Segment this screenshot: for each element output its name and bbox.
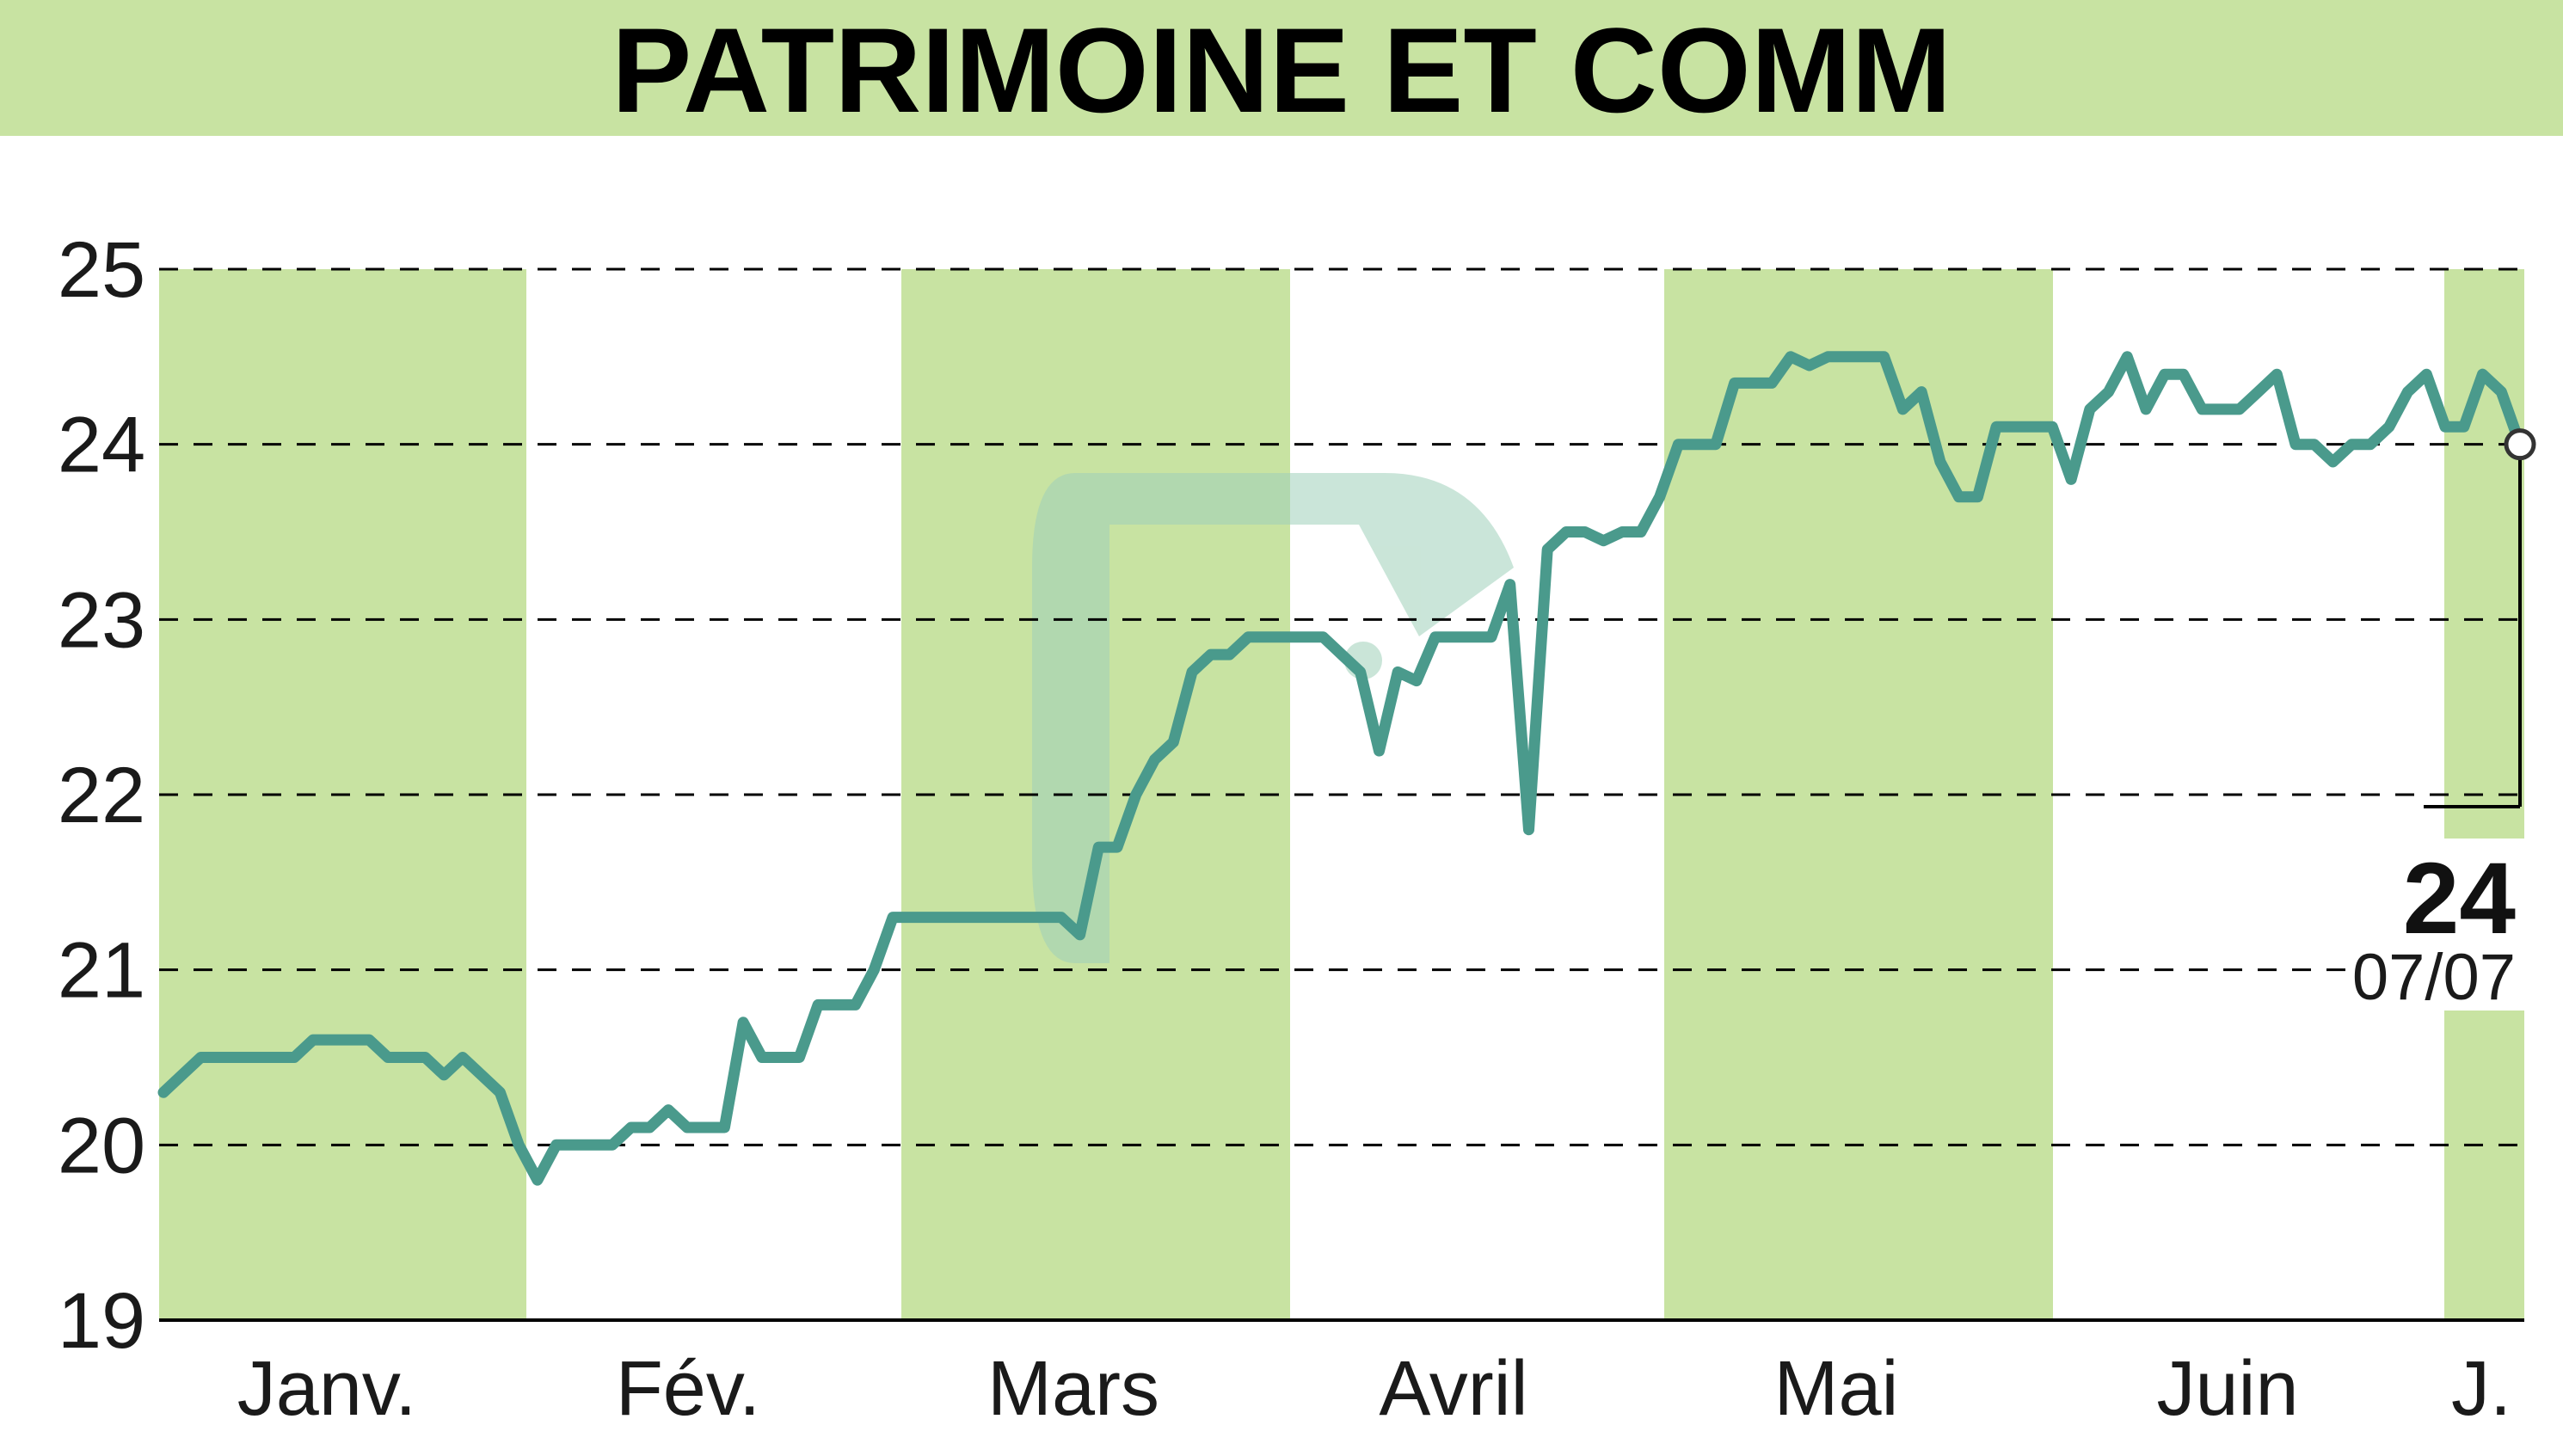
title-band bbox=[0, 0, 2563, 136]
x-month-label: Janv. bbox=[237, 1346, 416, 1432]
y-tick-label: 23 bbox=[58, 576, 145, 664]
y-tick-label: 25 bbox=[58, 226, 145, 314]
x-month-label: Avril bbox=[1379, 1346, 1527, 1432]
x-month-label: Mai bbox=[1773, 1346, 1898, 1432]
y-tick-label: 24 bbox=[58, 402, 145, 489]
y-tick-label: 20 bbox=[58, 1102, 145, 1189]
x-month-label: J. bbox=[2451, 1346, 2511, 1432]
y-axis-ticks: 19 20 21 22 23 24 25 bbox=[58, 226, 145, 1365]
x-month-label: Juin bbox=[2156, 1346, 2298, 1432]
x-axis-month-labels: Janv. Fév. Mars Avril Mai Juin J. bbox=[237, 1346, 2511, 1432]
last-value-label-background bbox=[2348, 839, 2524, 1011]
x-month-label: Mars bbox=[987, 1346, 1159, 1432]
y-tick-label: 21 bbox=[58, 927, 145, 1015]
y-tick-label: 19 bbox=[58, 1277, 145, 1365]
chart-title: PATRIMOINE ET COMM bbox=[612, 3, 1951, 138]
grid-lines bbox=[159, 267, 2524, 1322]
y-tick-label: 22 bbox=[58, 752, 145, 839]
price-series-line bbox=[157, 351, 2526, 1186]
x-month-label: Fév. bbox=[616, 1346, 760, 1432]
last-date-label: 07/07 bbox=[2352, 941, 2516, 1014]
last-value-label: 24 bbox=[2403, 842, 2516, 955]
last-point-marker bbox=[2504, 428, 2536, 461]
